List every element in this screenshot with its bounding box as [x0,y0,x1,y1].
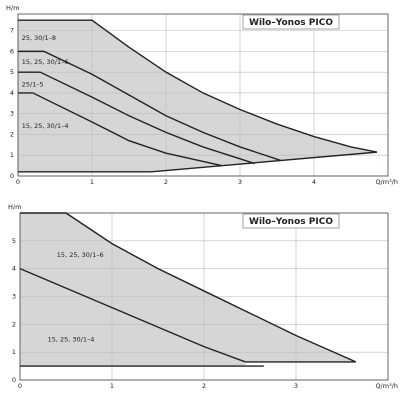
curve-label: 25/1–5 [22,81,44,89]
x-tick-label: 3 [238,178,242,186]
y-tick-label: 4 [12,265,16,273]
pump-curve [18,151,377,173]
y-tick-label: 0 [12,376,16,384]
y-tick-label: 7 [10,27,14,35]
curve-label: 15, 25, 30/1–4 [22,122,69,130]
curve-label: 15, 25, 30/1–4 [48,336,95,344]
x-tick-label: 1 [110,382,114,390]
x-tick-label: 0 [16,178,20,186]
x-axis-label: Q/m³/h [375,382,398,390]
pump-curve [18,19,378,153]
y-axis-label: H/m [8,203,21,211]
y-tick-label: 3 [10,110,14,118]
operating-area [20,366,264,380]
y-tick-label: 6 [10,47,14,55]
chart-title: Wilo–Yonos PICO [249,217,333,227]
title-box [242,14,340,30]
y-tick-label: 3 [12,293,16,301]
x-tick-label: 2 [202,382,206,390]
pump-curve [18,92,222,167]
y-axis-label: H/m [6,4,19,12]
plot-frame [19,212,389,381]
chart-title: Wilo–Yonos PICO [249,18,333,28]
x-tick-label: 2 [164,178,168,186]
pump-curve [20,212,357,363]
x-tick-label: 0 [18,382,22,390]
plot-frame [17,13,389,177]
y-tick-label: 5 [12,237,16,245]
x-tick-label: 4 [312,178,316,186]
pump-curve [18,50,281,162]
pump-curve [19,268,246,363]
y-tick-label: 0 [10,172,14,180]
y-tick-label: 2 [12,320,16,328]
curve-label: 15, 25, 30/1–6 [57,251,104,259]
curve-label: 15, 25, 30/1–6 [22,58,69,66]
x-tick-label: 3 [294,382,298,390]
x-axis-label: Q/m³/h [375,178,398,186]
operating-area [18,152,377,176]
y-tick-label: 5 [10,68,14,76]
curve-label: 25, 30/1–8 [22,34,56,42]
y-tick-label: 2 [10,130,14,138]
y-tick-label: 1 [10,151,14,159]
y-tick-label: 1 [12,348,16,356]
y-tick-label: 4 [10,89,14,97]
title-box [242,213,340,229]
pump-curve [18,71,256,165]
x-tick-label: 1 [90,178,94,186]
operating-area [18,20,377,176]
